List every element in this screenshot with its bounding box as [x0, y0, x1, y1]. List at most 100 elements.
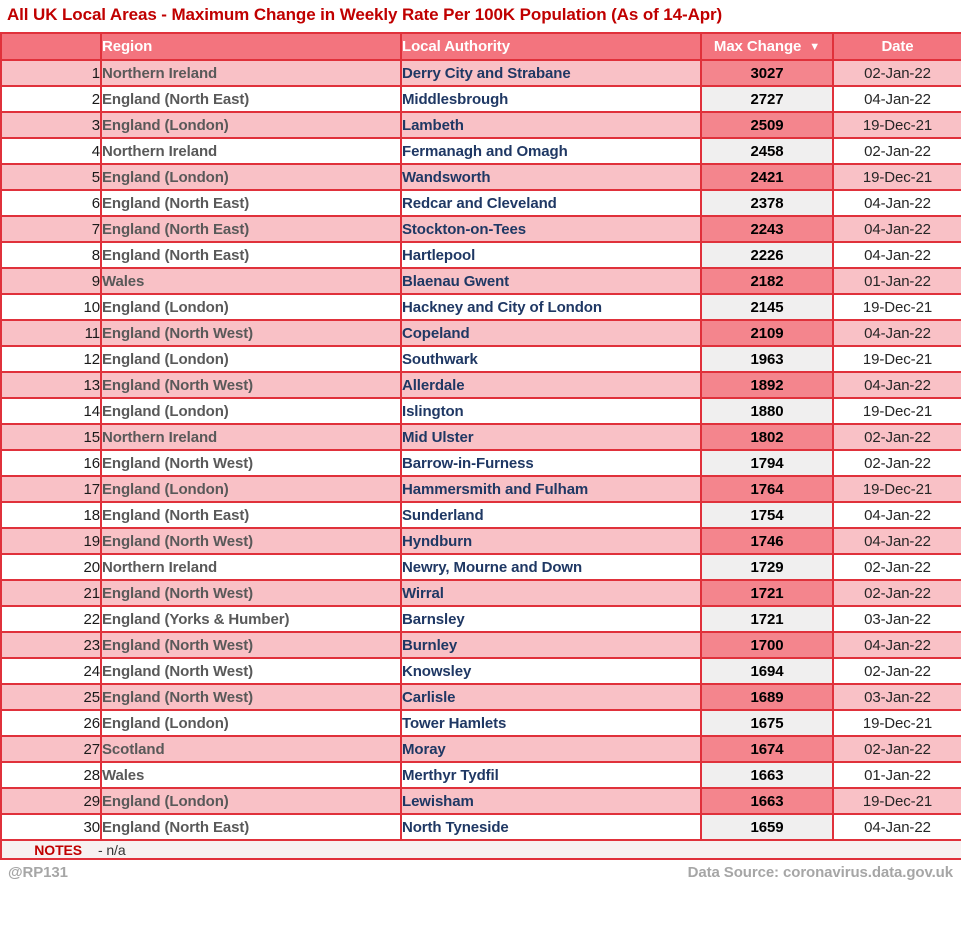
table-row: 13 England (North West) Allerdale 1892 0…	[0, 371, 961, 399]
region-cell: England (North West)	[100, 319, 402, 347]
sort-descending-icon[interactable]: ▼	[809, 41, 821, 53]
region-cell: Wales	[100, 761, 402, 789]
rank-cell: 3	[0, 111, 102, 139]
rank-cell: 8	[0, 241, 102, 269]
region-cell: England (London)	[100, 163, 402, 191]
local-authority-cell: Lambeth	[400, 111, 702, 139]
rank-cell: 25	[0, 683, 102, 711]
rank-cell: 20	[0, 553, 102, 581]
region-cell: England (Yorks & Humber)	[100, 605, 402, 633]
region-cell: England (North East)	[100, 813, 402, 841]
date-cell: 04-Jan-22	[832, 631, 961, 659]
table-row: 11 England (North West) Copeland 2109 04…	[0, 319, 961, 347]
max-change-cell: 1746	[700, 527, 834, 555]
date-cell: 19-Dec-21	[832, 787, 961, 815]
local-authority-cell: Middlesbrough	[400, 85, 702, 113]
region-cell: England (North East)	[100, 189, 402, 217]
rank-cell: 23	[0, 631, 102, 659]
notes-label: NOTES	[34, 841, 82, 858]
header-local-authority[interactable]: Local Authority	[400, 32, 702, 61]
local-authority-cell: Tower Hamlets	[400, 709, 702, 737]
local-authority-cell: Barnsley	[400, 605, 702, 633]
table-row: 14 England (London) Islington 1880 19-De…	[0, 397, 961, 425]
table-row: 23 England (North West) Burnley 1700 04-…	[0, 631, 961, 659]
local-authority-cell: Blaenau Gwent	[400, 267, 702, 295]
region-cell: England (North East)	[100, 241, 402, 269]
rank-cell: 5	[0, 163, 102, 191]
max-change-cell: 1659	[700, 813, 834, 841]
local-authority-cell: Mid Ulster	[400, 423, 702, 451]
max-change-cell: 1663	[700, 787, 834, 815]
table-row: 21 England (North West) Wirral 1721 02-J…	[0, 579, 961, 607]
max-change-cell: 2145	[700, 293, 834, 321]
header-region[interactable]: Region	[100, 32, 402, 61]
region-cell: England (London)	[100, 111, 402, 139]
max-change-cell: 2509	[700, 111, 834, 139]
region-cell: Northern Ireland	[100, 553, 402, 581]
date-cell: 02-Jan-22	[832, 553, 961, 581]
table-row: 28 Wales Merthyr Tydfil 1663 01-Jan-22	[0, 761, 961, 789]
region-cell: Scotland	[100, 735, 402, 763]
header-max-change[interactable]: Max Change ▼	[700, 32, 834, 61]
local-authority-cell: Lewisham	[400, 787, 702, 815]
rank-cell: 22	[0, 605, 102, 633]
table-row: 1 Northern Ireland Derry City and Straba…	[0, 59, 961, 87]
rank-cell: 11	[0, 319, 102, 347]
table-row: 30 England (North East) North Tyneside 1…	[0, 813, 961, 841]
table-row: 19 England (North West) Hyndburn 1746 04…	[0, 527, 961, 555]
max-change-cell: 1694	[700, 657, 834, 685]
table-row: 22 England (Yorks & Humber) Barnsley 172…	[0, 605, 961, 633]
table-row: 12 England (London) Southwark 1963 19-De…	[0, 345, 961, 373]
date-cell: 04-Jan-22	[832, 319, 961, 347]
table-row: 24 England (North West) Knowsley 1694 02…	[0, 657, 961, 685]
local-authority-cell: Fermanagh and Omagh	[400, 137, 702, 165]
rank-cell: 30	[0, 813, 102, 841]
table-row: 5 England (London) Wandsworth 2421 19-De…	[0, 163, 961, 191]
region-cell: England (London)	[100, 709, 402, 737]
header-date[interactable]: Date	[832, 32, 961, 61]
table-row: 10 England (London) Hackney and City of …	[0, 293, 961, 321]
max-change-cell: 1802	[700, 423, 834, 451]
table-row: 3 England (London) Lambeth 2509 19-Dec-2…	[0, 111, 961, 139]
max-change-cell: 2243	[700, 215, 834, 243]
date-cell: 04-Jan-22	[832, 241, 961, 269]
local-authority-cell: Burnley	[400, 631, 702, 659]
rank-cell: 28	[0, 761, 102, 789]
region-cell: England (North West)	[100, 449, 402, 477]
local-authority-cell: Derry City and Strabane	[400, 59, 702, 87]
rank-cell: 16	[0, 449, 102, 477]
date-cell: 19-Dec-21	[832, 345, 961, 373]
region-cell: Northern Ireland	[100, 423, 402, 451]
page-title: All UK Local Areas - Maximum Change in W…	[7, 5, 723, 24]
table-row: 16 England (North West) Barrow-in-Furnes…	[0, 449, 961, 477]
header-max-change-label: Max Change	[713, 38, 802, 55]
rank-cell: 1	[0, 59, 102, 87]
max-change-cell: 2458	[700, 137, 834, 165]
date-cell: 02-Jan-22	[832, 59, 961, 87]
region-cell: England (North East)	[100, 215, 402, 243]
date-cell: 19-Dec-21	[832, 475, 961, 503]
region-cell: England (North East)	[100, 501, 402, 529]
max-change-cell: 1700	[700, 631, 834, 659]
local-authority-cell: Moray	[400, 735, 702, 763]
notes-cell: NOTES - n/a	[0, 839, 961, 860]
rank-cell: 29	[0, 787, 102, 815]
date-cell: 04-Jan-22	[832, 215, 961, 243]
max-change-cell: 2226	[700, 241, 834, 269]
local-authority-cell: Hackney and City of London	[400, 293, 702, 321]
table-row: 17 England (London) Hammersmith and Fulh…	[0, 475, 961, 503]
table-row: 6 England (North East) Redcar and Clevel…	[0, 189, 961, 217]
rank-cell: 21	[0, 579, 102, 607]
region-cell: England (North West)	[100, 657, 402, 685]
date-cell: 02-Jan-22	[832, 449, 961, 477]
date-cell: 04-Jan-22	[832, 813, 961, 841]
rank-cell: 6	[0, 189, 102, 217]
region-cell: England (North West)	[100, 631, 402, 659]
footer-handle: @RP131	[8, 864, 68, 881]
max-change-cell: 1794	[700, 449, 834, 477]
rank-cell: 15	[0, 423, 102, 451]
date-cell: 04-Jan-22	[832, 85, 961, 113]
notes-text: - n/a	[98, 841, 126, 858]
max-change-cell: 1721	[700, 579, 834, 607]
date-cell: 02-Jan-22	[832, 137, 961, 165]
